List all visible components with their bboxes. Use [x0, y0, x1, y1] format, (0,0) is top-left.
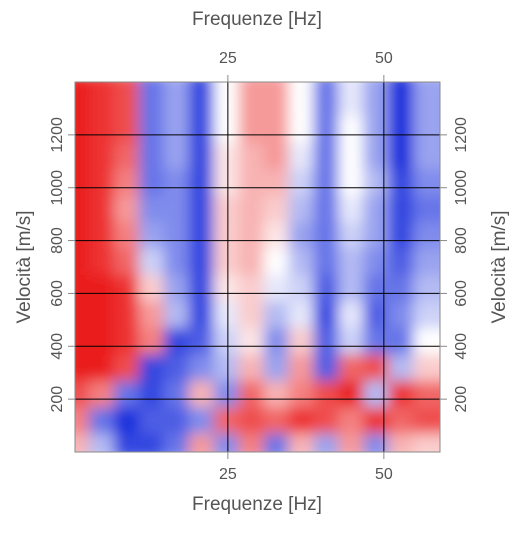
x-tick-label-top: 50: [375, 50, 393, 67]
y-axis-title-right: Velocità [m/s]: [489, 211, 510, 324]
x-axis-title-top: Frequenze [Hz]: [192, 9, 322, 30]
y-tick-label-left: 1000: [49, 170, 66, 206]
y-tick-label-right: 400: [453, 333, 470, 360]
y-tick-label-left: 400: [49, 333, 66, 360]
x-tick-label-top: 25: [219, 50, 237, 67]
y-tick-label-right: 1200: [453, 117, 470, 153]
y-tick-label-right: 1000: [453, 170, 470, 206]
y-tick-label-right: 200: [453, 386, 470, 413]
heatmap-cells: [75, 82, 440, 452]
heat-cell: [413, 82, 440, 117]
y-tick-label-left: 800: [49, 227, 66, 254]
y-tick-label-left: 600: [49, 280, 66, 307]
y-tick-label-right: 600: [453, 280, 470, 307]
y-tick-label-right: 800: [453, 227, 470, 254]
heatmap: [75, 82, 440, 452]
y-axis-title-left: Velocità [m/s]: [14, 211, 35, 324]
y-tick-label-left: 1200: [49, 117, 66, 153]
y-tick-label-left: 200: [49, 386, 66, 413]
plot-frame: [74, 81, 441, 453]
overlay: [68, 75, 447, 459]
x-tick-label-bottom: 25: [219, 466, 237, 483]
x-tick-label-bottom: 50: [375, 466, 393, 483]
x-axis-title-bottom: Frequenze [Hz]: [192, 494, 322, 515]
